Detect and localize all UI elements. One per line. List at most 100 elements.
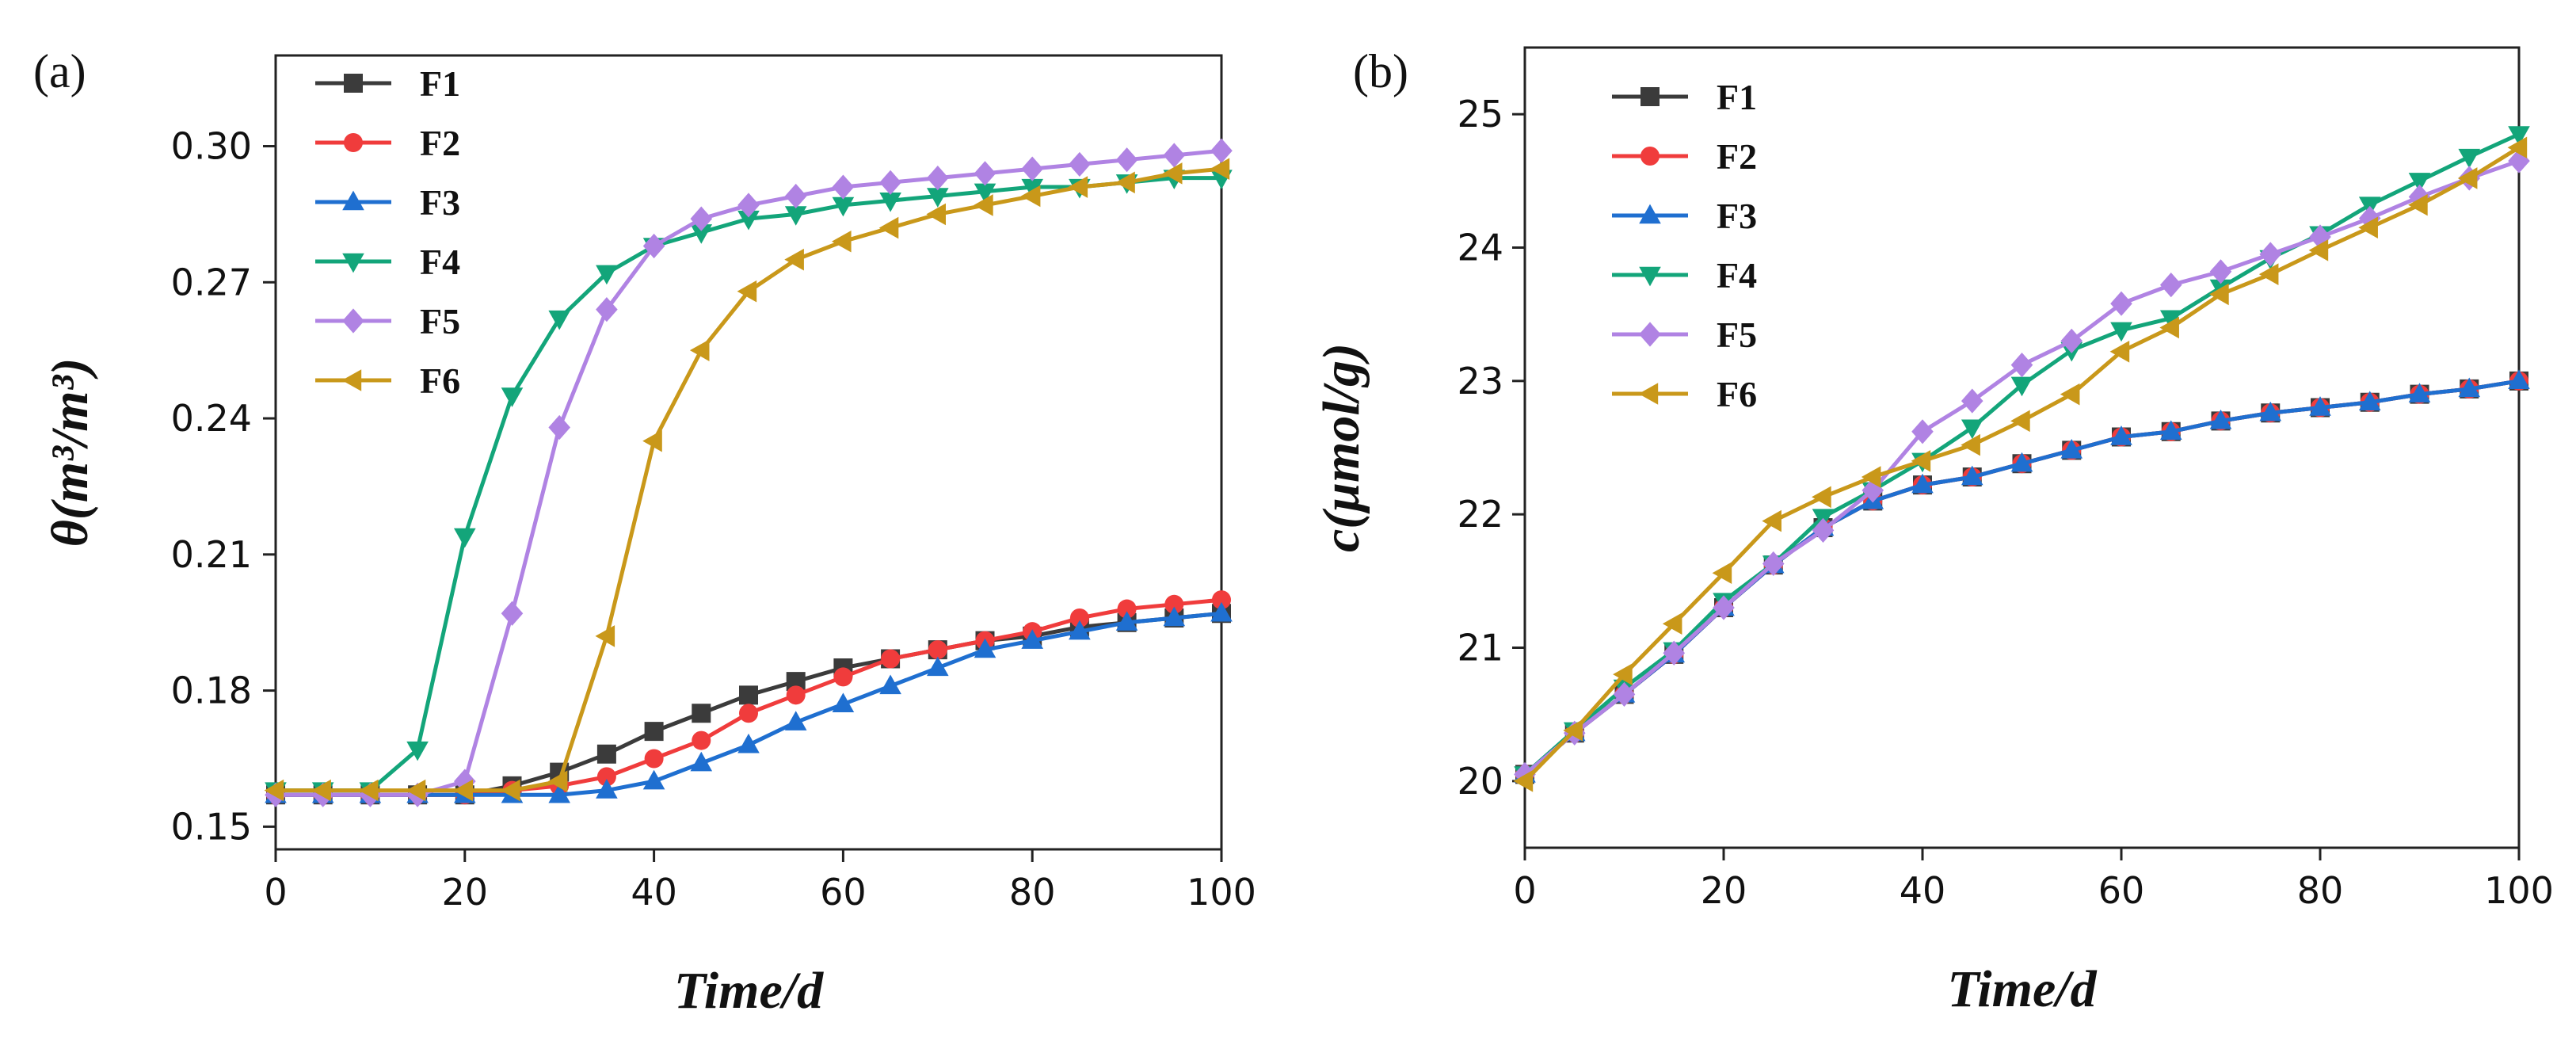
legend-label-f4: F4 — [1717, 255, 1757, 296]
data-point-f3 — [2458, 377, 2481, 398]
legend-marker-f5 — [342, 308, 364, 334]
data-point-f1 — [644, 722, 664, 742]
data-point-f5 — [832, 174, 855, 200]
x-tick-label: 60 — [820, 871, 867, 914]
data-point-f6 — [547, 770, 568, 792]
data-point-f5 — [2110, 291, 2132, 316]
data-point-f6 — [689, 339, 710, 361]
legend-marker-f6 — [1638, 383, 1659, 405]
data-point-f3 — [737, 733, 760, 753]
data-point-f6 — [2010, 410, 2030, 433]
data-point-f2 — [739, 704, 758, 723]
y-axis-title: c(μmol/g) — [1313, 343, 1370, 552]
data-point-f2 — [644, 749, 664, 769]
data-point-f5 — [784, 183, 807, 209]
data-point-f5 — [927, 165, 949, 191]
data-point-f6 — [2507, 136, 2528, 159]
legend-marker-f5 — [1639, 322, 1661, 347]
data-point-f6 — [1020, 185, 1041, 208]
legend-label-f1: F1 — [420, 63, 460, 104]
series-line-f3 — [1523, 379, 2520, 776]
data-point-f3 — [2010, 452, 2033, 472]
x-tick-label: 80 — [1009, 871, 1056, 914]
x-tick-label: 0 — [1513, 869, 1536, 912]
y-tick-label: 0.27 — [171, 261, 252, 303]
data-point-f4 — [501, 387, 524, 407]
data-point-f6 — [1662, 612, 1682, 635]
data-point-f3 — [2309, 396, 2331, 416]
data-point-f1 — [739, 685, 758, 705]
data-point-f6 — [2308, 239, 2329, 261]
legend-marker-f3 — [342, 190, 364, 211]
data-point-f2 — [1164, 594, 1184, 614]
data-point-f6 — [1762, 509, 1781, 532]
data-point-f3 — [1911, 473, 1934, 494]
data-point-f6 — [1911, 450, 1931, 472]
data-point-f2 — [1117, 599, 1137, 619]
y-tick-label: 20 — [1457, 760, 1503, 803]
data-point-f4 — [2159, 310, 2182, 330]
data-point-f5 — [690, 206, 713, 231]
data-point-f5 — [737, 193, 760, 218]
data-point-f3 — [1021, 629, 1043, 649]
data-point-f4 — [1021, 178, 1043, 199]
data-point-f4 — [784, 206, 807, 226]
x-tick-label: 20 — [442, 871, 489, 914]
chart-a: 0 20 40 60 80 100 0.15 0.18 0.21 0.24 0.27 0.30 Time… — [33, 45, 1256, 1020]
plot-frame — [1523, 46, 2521, 849]
data-point-f5 — [1911, 419, 1934, 444]
data-point-f6 — [1861, 466, 1881, 488]
legend-marker-f1 — [344, 74, 363, 93]
data-point-f3 — [832, 692, 855, 712]
panel-label: (a) — [33, 45, 86, 97]
data-point-f6 — [1961, 433, 1980, 456]
data-point-f3 — [784, 711, 807, 730]
data-point-f5 — [1663, 640, 1686, 666]
data-point-f3 — [2159, 420, 2182, 440]
data-point-f3 — [1115, 611, 1138, 631]
data-point-f3 — [1069, 620, 1091, 640]
data-point-f6 — [737, 280, 757, 303]
data-point-f6 — [2109, 341, 2130, 363]
data-point-f5 — [548, 414, 570, 441]
x-axis-title: Time/d — [1947, 960, 2097, 1018]
x-axis-title: Time/d — [674, 962, 824, 1020]
data-point-f4 — [1961, 419, 1983, 440]
legend-marker-f2 — [1640, 147, 1660, 166]
legend-label-f5: F5 — [420, 301, 460, 341]
data-point-f5 — [2259, 242, 2282, 267]
data-point-f4 — [832, 196, 855, 217]
data-point-f5 — [1762, 551, 1785, 577]
data-point-f6 — [1115, 171, 1135, 194]
data-point-f3 — [927, 656, 949, 677]
x-tick-label: 80 — [2297, 869, 2344, 912]
data-point-f6 — [264, 779, 284, 802]
data-point-f4 — [2508, 126, 2530, 146]
series-line-f1 — [1523, 379, 2520, 776]
series-line-f2 — [1523, 379, 2520, 776]
panel-label: (b) — [1353, 45, 1408, 97]
legend-label-f2: F2 — [1717, 136, 1757, 177]
data-point-f3 — [2259, 401, 2282, 422]
data-point-f5 — [1069, 151, 1091, 177]
data-point-f4 — [737, 210, 760, 231]
y-tick-label: 24 — [1457, 227, 1503, 269]
data-point-f2 — [786, 685, 806, 705]
data-point-f2 — [928, 640, 947, 660]
data-point-f3 — [596, 779, 618, 799]
data-point-f3 — [2110, 425, 2132, 445]
data-point-f5 — [1961, 388, 1983, 414]
y-tick-label: 21 — [1457, 627, 1503, 669]
data-point-f6 — [926, 203, 946, 226]
data-point-f2 — [1069, 608, 1089, 627]
data-point-f3 — [879, 674, 901, 695]
data-point-f6 — [2408, 193, 2428, 216]
data-point-f4 — [2458, 148, 2481, 169]
data-point-f4 — [548, 310, 570, 330]
y-tick-label: 25 — [1457, 93, 1503, 135]
data-point-f5 — [974, 161, 996, 186]
legend-marker-f4 — [342, 253, 364, 273]
chart-b: 0 20 40 60 80 100 20 21 22 23 24 25 Time/d c(μmol/g) (… — [1313, 45, 2554, 1018]
data-point-f6 — [974, 194, 993, 216]
data-point-f6 — [359, 779, 379, 802]
